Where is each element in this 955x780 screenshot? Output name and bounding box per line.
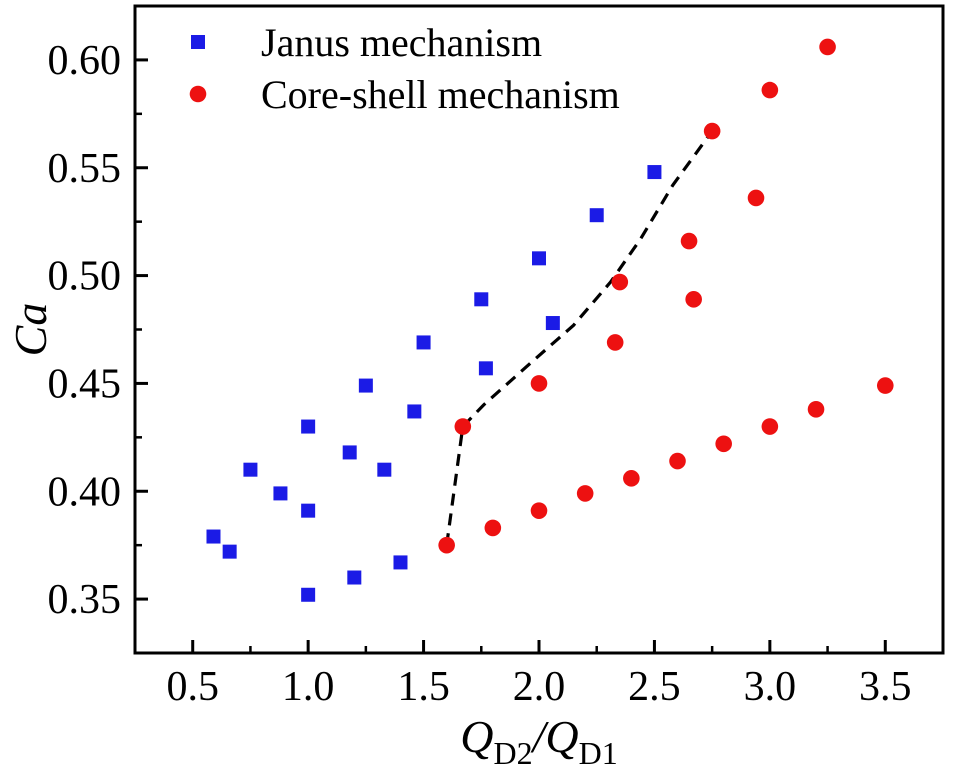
core-shell-point [761,81,779,99]
x-axis-title-part: Q [545,711,578,762]
janus-point [301,587,316,602]
legend-label-janus: Janus mechanism [261,20,542,65]
core-shell-point [876,377,894,394]
legend-label-core-shell: Core-shell mechanism [261,72,620,117]
legend-marker-core-shell [189,85,207,103]
core-shell-point [606,334,624,351]
legend-marker-janus [191,35,205,49]
janus-point [589,208,604,223]
core-shell-point [819,38,836,56]
x-tick-label: 0.5 [166,664,219,710]
core-shell-point [530,502,548,519]
phase-boundary-line [445,130,714,546]
x-axis-title-part: Q [460,711,493,762]
x-axis-title-subscript: D2 [494,735,533,771]
core-shell-point [438,536,455,554]
janus-point [301,503,316,518]
y-tick-label: 0.50 [48,254,122,300]
x-tick-label: 3.0 [744,664,797,710]
janus-point [222,544,237,559]
janus-point [647,165,662,180]
core-shell-point [669,452,686,470]
janus-point [532,251,546,266]
x-tick-label: 2.0 [513,664,566,710]
janus-point [407,404,422,419]
janus-point [478,361,493,376]
core-shell-point [680,232,698,250]
core-shell-point [761,418,779,435]
core-shell-point [703,122,721,140]
y-tick-label: 0.45 [48,361,122,407]
janus-point [243,462,258,477]
core-shell-point [530,375,548,392]
plot-frame [133,4,945,655]
x-tick-label: 1.0 [282,664,335,710]
y-axis-title: Ca [5,303,56,357]
x-axis-title: QD2/QD1 [460,711,617,771]
core-shell-point [685,291,702,308]
y-tick-label: 0.60 [48,38,122,84]
core-shell-point [454,418,472,435]
core-shell-point [747,189,765,207]
core-shell-point [484,519,502,537]
x-tick-label: 1.5 [397,664,450,710]
janus-point [377,462,392,477]
janus-point [358,378,373,393]
janus-point [474,292,489,307]
janus-point [416,335,431,350]
janus-point [273,486,288,501]
core-shell-point [576,485,594,502]
y-tick-label: 0.40 [48,469,122,515]
core-shell-point [715,435,732,453]
x-axis-title-subscript: D1 [579,735,618,771]
janus-point [347,570,362,585]
janus-point [301,419,316,434]
core-shell-point [807,400,825,418]
janus-point [545,316,560,331]
janus-point [342,445,357,460]
y-tick-label: 0.35 [48,577,122,623]
janus-point [393,555,408,570]
core-shell-point [623,470,640,487]
x-tick-label: 3.5 [859,664,912,710]
x-tick-label: 2.5 [628,664,681,710]
core-shell-point [611,273,629,291]
y-tick-label: 0.55 [48,146,122,192]
x-axis-title-part: / [530,711,550,762]
janus-point [206,529,221,544]
